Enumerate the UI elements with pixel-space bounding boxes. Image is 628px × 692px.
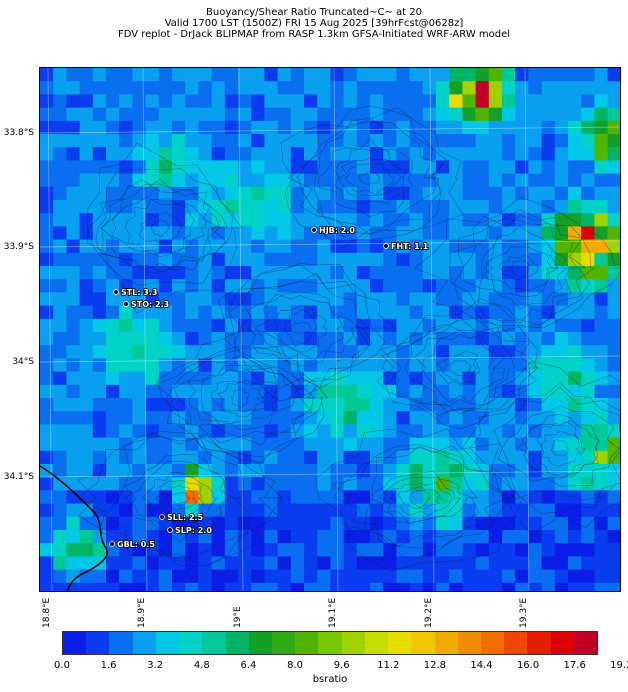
station-stl[interactable]: STL: 3.3 (113, 287, 158, 298)
map-source: FDV replot - DrJack BLIPMAP from RASP 1.… (117, 29, 511, 40)
station-label: SLP: 2.0 (175, 526, 212, 535)
station-marker (123, 301, 129, 307)
colorbar-swatch (225, 632, 249, 654)
colorbar-swatch (295, 632, 319, 654)
map-valid-time: Valid 1700 LST (1500Z) FRI 15 Aug 2025 [… (164, 18, 464, 29)
colorbar-label: bsratio (312, 674, 348, 685)
colorbar (62, 631, 598, 655)
colorbar-swatch (573, 632, 598, 654)
station-fht[interactable]: FHT: 1.1 (383, 241, 430, 252)
colorbar-tick-label: 19.2 (610, 660, 628, 671)
colorbar-swatch (202, 632, 226, 654)
bsratio-raster (40, 68, 620, 591)
colorbar-tick-label: 1.6 (100, 660, 117, 671)
colorbar-tick-label: 6.4 (240, 660, 257, 671)
colorbar-tick-label: 14.4 (470, 660, 493, 671)
colorbar-tick-label: 0.0 (54, 660, 70, 671)
station-label: STO: 2.3 (131, 300, 169, 309)
station-label: GBL: 0.5 (117, 540, 155, 549)
colorbar-tick-label: 12.8 (423, 660, 446, 671)
colorbar-tick-label: 4.8 (193, 660, 210, 671)
station-label: HJB: 2.0 (319, 226, 355, 235)
colorbar-swatch (411, 632, 435, 654)
map-canvas: STL: 3.3 STO: 2.3 HJB: 2.0 FHT: 1.1 SLL: 2.5… (40, 68, 620, 591)
colorbar-swatch (63, 632, 87, 654)
colorbar-swatch (248, 632, 272, 654)
station-label: FHT: 1.1 (391, 242, 429, 251)
lon-label-18-8: 18.8°E (42, 597, 52, 628)
station-marker (311, 227, 317, 233)
station-slp[interactable]: SLP: 2.0 (167, 525, 213, 536)
lat-label-34-1: 34.1°S (3, 472, 34, 482)
lon-label-19-0: 19°E (233, 606, 243, 628)
colorbar-tick-label: 8.0 (287, 660, 303, 671)
station-label: STL: 3.3 (121, 288, 157, 297)
colorbar-swatch (550, 632, 574, 654)
station-marker (109, 541, 115, 547)
colorbar-swatch (388, 632, 412, 654)
station-marker (167, 527, 173, 533)
lat-label-34-0: 34°S (12, 357, 34, 367)
map-title: Buoyancy/Shear Ratio Truncated~C~ at 20 (206, 7, 422, 18)
colorbar-tick-label: 11.2 (377, 660, 400, 671)
terrain-contours (77, 105, 620, 572)
lon-label-18-9: 18.9°E (137, 597, 147, 628)
map-area[interactable]: STL: 3.3 STO: 2.3 HJB: 2.0 FHT: 1.1 SLL: 2.5… (39, 67, 621, 592)
station-label: SLL: 2.5 (167, 513, 204, 522)
graticule (40, 68, 620, 591)
lat-label-33-8: 33.8°S (3, 128, 34, 138)
colorbar-swatch (457, 632, 481, 654)
colorbar-swatch (271, 632, 296, 654)
colorbar-tick-label: 3.2 (147, 660, 164, 671)
station-sto[interactable]: STO: 2.3 (123, 299, 170, 310)
station-marker (383, 243, 389, 249)
lon-label-19-3: 19.3°E (519, 597, 529, 628)
station-marker (113, 289, 119, 295)
lon-label-19-2: 19.2°E (424, 597, 434, 628)
colorbar-swatch (318, 632, 342, 654)
colorbar-swatch (504, 632, 528, 654)
colorbar-swatch (527, 632, 551, 654)
colorbar-swatch (434, 632, 458, 654)
colorbar-tick-label: 16.0 (516, 660, 540, 671)
station-hjb[interactable]: HJB: 2.0 (311, 225, 356, 236)
colorbar-tick-label: 17.6 (563, 660, 586, 671)
station-gbl[interactable]: GBL: 0.5 (109, 539, 156, 550)
station-sll[interactable]: SLL: 2.5 (159, 512, 204, 523)
colorbar-swatch (155, 632, 180, 654)
colorbar-swatch (341, 632, 365, 654)
colorbar-swatch (364, 632, 389, 654)
station-marker (159, 514, 165, 520)
colorbar-swatch (109, 632, 133, 654)
colorbar-swatch (132, 632, 156, 654)
lat-label-33-9: 33.9°S (3, 242, 34, 252)
colorbar-tick-label: 9.6 (333, 660, 350, 671)
colorbar-swatch (480, 632, 505, 654)
coastline (40, 465, 109, 591)
colorbar-swatch (86, 632, 110, 654)
colorbar-swatch (179, 632, 203, 654)
lon-label-19-1: 19.1°E (328, 597, 338, 628)
